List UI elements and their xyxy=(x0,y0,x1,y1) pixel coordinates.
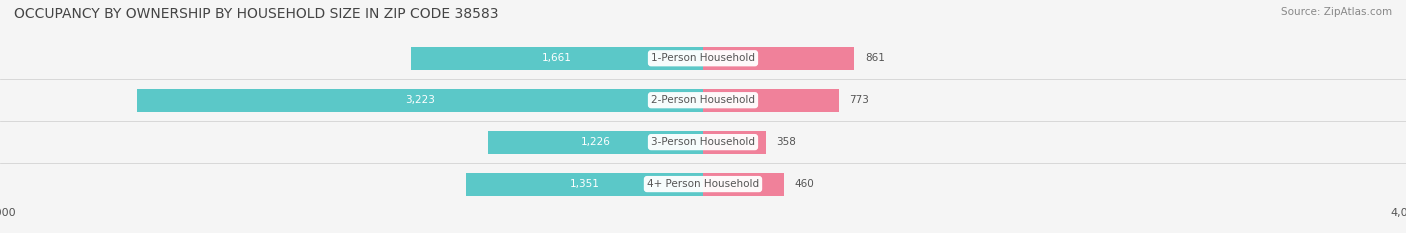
Text: 3,223: 3,223 xyxy=(405,95,434,105)
Text: 1,351: 1,351 xyxy=(569,179,599,189)
Bar xyxy=(703,47,855,70)
Text: 1,661: 1,661 xyxy=(543,53,572,63)
Bar xyxy=(488,131,703,154)
Bar xyxy=(703,172,785,196)
Text: 4+ Person Household: 4+ Person Household xyxy=(647,179,759,189)
Text: 1,226: 1,226 xyxy=(581,137,610,147)
Text: 861: 861 xyxy=(865,53,884,63)
Text: 1-Person Household: 1-Person Household xyxy=(651,53,755,63)
Bar xyxy=(465,172,703,196)
Text: 3-Person Household: 3-Person Household xyxy=(651,137,755,147)
Bar xyxy=(703,89,839,112)
Text: 358: 358 xyxy=(776,137,796,147)
Text: Source: ZipAtlas.com: Source: ZipAtlas.com xyxy=(1281,7,1392,17)
Text: 773: 773 xyxy=(849,95,869,105)
Bar xyxy=(411,47,703,70)
Bar xyxy=(703,131,766,154)
Text: 460: 460 xyxy=(794,179,814,189)
Text: 2-Person Household: 2-Person Household xyxy=(651,95,755,105)
Text: OCCUPANCY BY OWNERSHIP BY HOUSEHOLD SIZE IN ZIP CODE 38583: OCCUPANCY BY OWNERSHIP BY HOUSEHOLD SIZE… xyxy=(14,7,499,21)
Bar xyxy=(136,89,703,112)
